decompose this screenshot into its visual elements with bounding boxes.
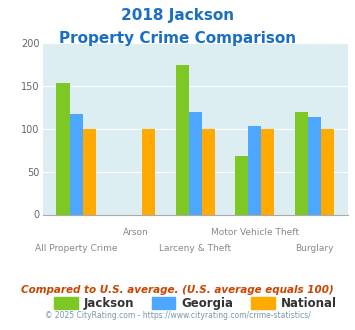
Bar	[295, 112, 308, 214]
Bar	[70, 114, 83, 214]
Text: Motor Vehicle Theft: Motor Vehicle Theft	[211, 228, 299, 237]
Bar	[248, 126, 261, 214]
Text: Burglary: Burglary	[295, 244, 334, 253]
Bar	[189, 112, 202, 214]
Bar	[142, 129, 155, 214]
Legend: Jackson, Georgia, National: Jackson, Georgia, National	[49, 292, 341, 315]
Text: Arson: Arson	[123, 228, 148, 237]
Bar	[176, 65, 189, 214]
Bar	[308, 117, 321, 214]
Text: All Property Crime: All Property Crime	[35, 244, 118, 253]
Bar	[321, 129, 334, 214]
Text: © 2025 CityRating.com - https://www.cityrating.com/crime-statistics/: © 2025 CityRating.com - https://www.city…	[45, 311, 310, 320]
Bar	[202, 129, 215, 214]
Text: Property Crime Comparison: Property Crime Comparison	[59, 31, 296, 46]
Bar	[235, 156, 248, 215]
Bar	[56, 83, 70, 214]
Bar	[261, 129, 274, 214]
Text: Larceny & Theft: Larceny & Theft	[159, 244, 231, 253]
Text: 2018 Jackson: 2018 Jackson	[121, 8, 234, 23]
Text: Compared to U.S. average. (U.S. average equals 100): Compared to U.S. average. (U.S. average …	[21, 285, 334, 295]
Bar	[83, 129, 96, 214]
